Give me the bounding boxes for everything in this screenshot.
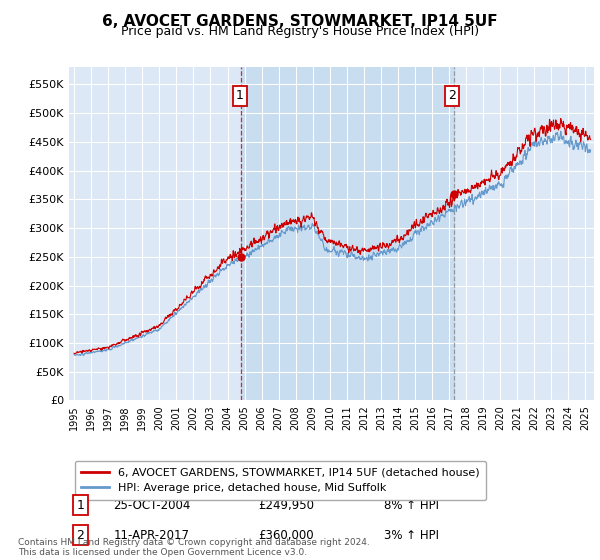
Text: 2: 2	[448, 90, 456, 102]
Text: 1: 1	[77, 499, 85, 512]
Text: Price paid vs. HM Land Registry's House Price Index (HPI): Price paid vs. HM Land Registry's House …	[121, 25, 479, 38]
Text: Contains HM Land Registry data © Crown copyright and database right 2024.
This d: Contains HM Land Registry data © Crown c…	[18, 538, 370, 557]
Bar	[241, 67, 454, 400]
Text: 1: 1	[236, 90, 244, 102]
Text: 8% ↑ HPI: 8% ↑ HPI	[384, 499, 439, 512]
Text: £360,000: £360,000	[258, 529, 314, 542]
Text: 2: 2	[77, 529, 85, 542]
Text: 25-OCT-2004: 25-OCT-2004	[113, 499, 191, 512]
Legend: 6, AVOCET GARDENS, STOWMARKET, IP14 5UF (detached house), HPI: Average price, de: 6, AVOCET GARDENS, STOWMARKET, IP14 5UF …	[74, 461, 486, 500]
Text: 3% ↑ HPI: 3% ↑ HPI	[384, 529, 439, 542]
Text: 6, AVOCET GARDENS, STOWMARKET, IP14 5UF: 6, AVOCET GARDENS, STOWMARKET, IP14 5UF	[102, 14, 498, 29]
Text: £249,950: £249,950	[258, 499, 314, 512]
Text: 11-APR-2017: 11-APR-2017	[113, 529, 190, 542]
